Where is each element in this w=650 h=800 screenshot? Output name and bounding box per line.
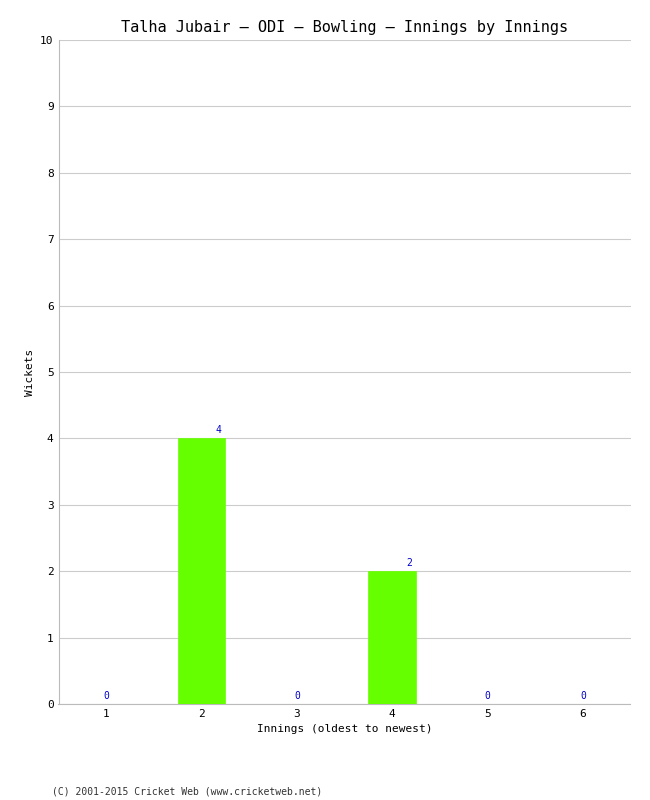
X-axis label: Innings (oldest to newest): Innings (oldest to newest) [257, 725, 432, 734]
Bar [369, 571, 416, 704]
Text: 0: 0 [103, 690, 109, 701]
Text: 0: 0 [484, 690, 491, 701]
Bar [177, 438, 226, 704]
Y-axis label: Wickets: Wickets [25, 348, 34, 396]
Text: 2: 2 [406, 558, 412, 568]
Text: 4: 4 [216, 425, 222, 435]
Title: Talha Jubair – ODI – Bowling – Innings by Innings: Talha Jubair – ODI – Bowling – Innings b… [121, 20, 568, 34]
Text: 0: 0 [580, 690, 586, 701]
Text: 0: 0 [294, 690, 300, 701]
Text: (C) 2001-2015 Cricket Web (www.cricketweb.net): (C) 2001-2015 Cricket Web (www.cricketwe… [52, 786, 322, 796]
